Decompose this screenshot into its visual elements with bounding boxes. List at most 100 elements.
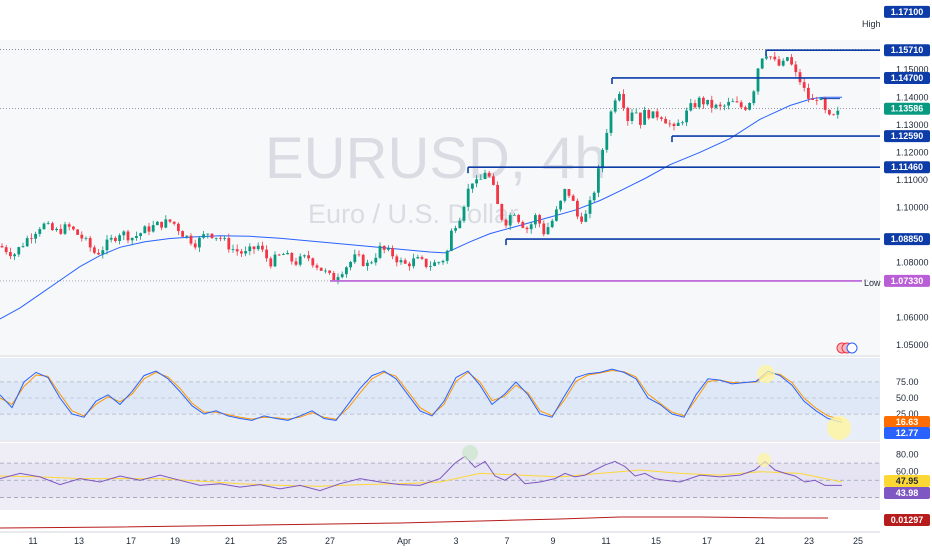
candle-body [206,233,210,235]
current-price-label-bg [884,102,930,115]
candle-body [361,254,365,266]
candle-body [315,265,319,268]
candle-body [332,273,336,281]
candle-body [223,238,226,239]
rsi-mid-highlight [757,453,771,467]
candle-body [328,270,331,273]
candle-body [513,214,516,216]
candle-body [794,64,798,73]
candle-body [307,255,310,259]
candle-body [424,258,428,267]
high-label: High [862,19,881,29]
candle-body [676,122,680,126]
candle-body [618,94,621,101]
candle-body [122,231,126,236]
time-tick-label: 11 [28,536,37,546]
candle-body [382,245,386,250]
candle-body [592,192,596,201]
stoch-band [0,382,880,414]
candle-body [282,254,285,255]
candle-body [765,56,768,59]
candle-body [580,216,583,222]
candle-body [828,109,831,115]
candle-body [584,213,588,222]
candle-body [550,220,554,228]
candle-body [471,183,474,189]
candle-body [80,234,84,239]
candle-body [240,251,243,254]
candle-body [622,94,625,108]
time-tick-label: 13 [74,536,84,546]
stoch-d-line [0,369,843,421]
candle-body [311,258,315,266]
candle-body [164,219,168,228]
stoch-tick-label: 25.00 [896,409,919,419]
candle-body [559,200,562,210]
candle-body [235,249,239,252]
price-tick-label: 1.08000 [896,258,929,268]
candle-body [324,270,327,272]
candle-body [832,114,835,116]
candle-body [277,254,281,256]
candle-body [508,215,512,226]
candle-body [374,257,378,263]
candle-body [298,256,302,265]
candle-body [836,110,840,115]
candle-body [168,219,172,222]
candle-body [647,110,651,119]
candle-body [349,262,352,268]
candle-body [46,223,50,224]
candle-body [76,229,79,235]
candle-body [689,103,693,111]
level-price-label-bg [884,130,930,143]
time-tick-label: 7 [504,536,509,546]
candle-body [777,59,781,66]
candle-body [626,107,630,121]
candle-body [462,206,466,221]
candle-body [88,238,92,248]
level-price-label: 1.08850 [891,234,924,244]
candle-body [807,87,810,99]
candle-body [739,102,743,108]
candle-body [72,226,75,230]
candle-body [93,247,96,253]
candle-body [756,68,760,92]
top-price-label-bg [884,5,930,18]
time-tick-label: 23 [804,536,814,546]
candle-body [630,112,634,121]
candle-body [668,123,672,125]
candle-body [752,91,756,104]
candle-body [534,215,537,225]
event-badge-icon[interactable] [836,342,858,354]
candle-body [655,111,659,118]
candle-body [723,105,726,107]
price-tick-label: 1.11000 [896,175,928,185]
candle-body [210,233,214,238]
candle-body [588,200,592,214]
stochastic-indicator [0,368,880,423]
candle-body [395,256,399,263]
candle-body [576,200,579,217]
candle-body [710,99,714,108]
price-tick-label: 1.15000 [896,65,929,75]
candle-body [4,247,8,253]
candle-body [130,237,134,241]
rsi-tick-label: 80.00 [896,450,919,460]
candle-body [445,250,449,261]
stoch-d-label: 12.77 [896,428,919,438]
candle-body [823,98,827,110]
candle-body [681,122,684,124]
candle-body [261,245,264,250]
time-tick-label: 21 [225,536,235,546]
candle-body [198,237,201,248]
candle-body [546,227,550,235]
candle-body [416,257,420,259]
time-tick-label: 17 [126,536,136,546]
macd-pane [0,510,880,532]
candle-body [441,260,445,263]
candle-body [269,258,273,267]
candle-body [542,223,546,235]
candle-body [294,261,298,265]
candle-body [437,262,441,264]
